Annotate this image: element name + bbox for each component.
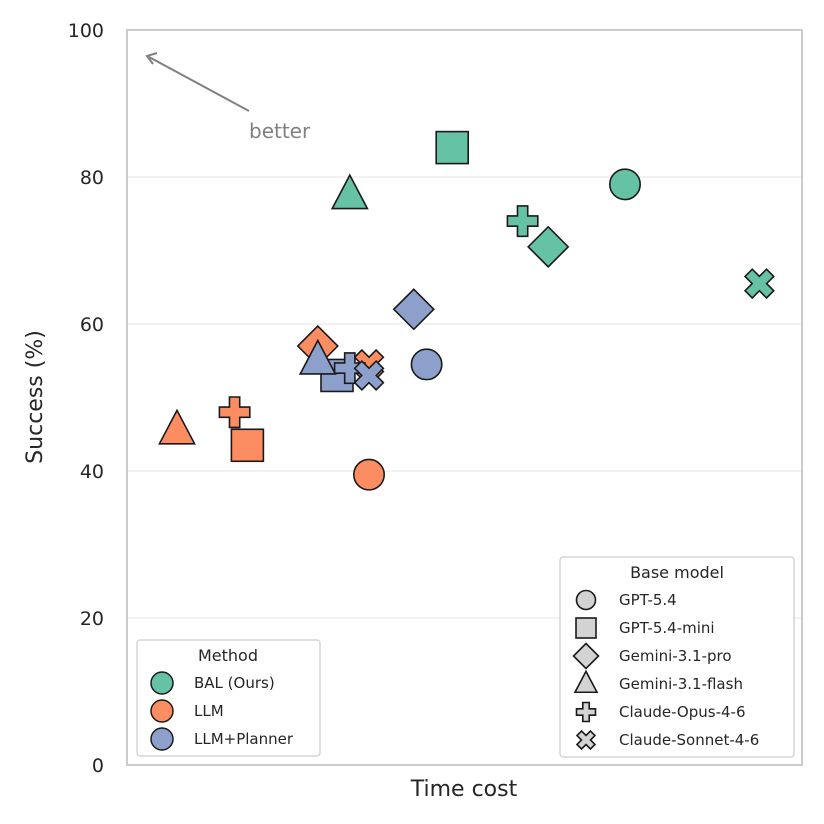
legend-method-title: Method xyxy=(198,646,258,665)
point-llm-planner-gpt-5-4 xyxy=(410,348,443,381)
plot-frame xyxy=(126,29,803,766)
legend-model-title: Base model xyxy=(630,563,724,582)
better-annotation: better xyxy=(145,52,311,143)
y-tick-label: 20 xyxy=(80,608,104,630)
y-tick-labels: 0 20 40 60 80 100 xyxy=(68,20,104,777)
point-llm-gpt-5-4 xyxy=(352,458,385,491)
point-bal-ours-gpt-5-4-mini xyxy=(435,130,470,165)
x-axis-label: Time cost xyxy=(410,777,518,802)
legend-model-label: Gemini-3.1-flash xyxy=(619,675,743,693)
point-llm-planner-claude-sonnet-4-6 xyxy=(353,359,385,391)
legend-method-label: LLM xyxy=(194,702,224,720)
y-axis-label: Success (%) xyxy=(23,330,48,464)
better-arrow xyxy=(148,56,250,112)
legend-swatch-icon xyxy=(150,699,174,723)
legend-method-box xyxy=(136,639,321,757)
plus-legend-icon xyxy=(575,701,597,723)
triangle-legend-icon xyxy=(573,669,599,694)
legend-model-box xyxy=(559,556,795,758)
point-bal-ours-claude-sonnet-4-6 xyxy=(743,268,775,300)
point-llm-planner-gemini-3-1-pro xyxy=(392,288,435,331)
legend-model-label: Claude-Opus-4-6 xyxy=(619,703,745,721)
legend-method-label: LLM+Planner xyxy=(194,730,294,748)
point-llm-planner-gemini-3-1-flash xyxy=(298,338,337,375)
point-llm-gpt-5-4-mini xyxy=(230,428,265,463)
square-legend-icon xyxy=(575,617,597,639)
legend-base-model: Base model GPT-5.4 GPT-5.4-mini Gemini-3.1… xyxy=(559,556,795,758)
point-llm-claude-opus-4-6 xyxy=(218,396,251,429)
y-tick-label: 0 xyxy=(92,755,104,777)
y-tick-label: 60 xyxy=(80,314,104,336)
circle-legend-icon xyxy=(575,589,597,611)
better-label: better xyxy=(249,119,311,143)
arrowhead-icon xyxy=(145,52,158,65)
point-bal-ours-claude-opus-4-6 xyxy=(506,205,539,238)
y-tick-label: 100 xyxy=(68,20,104,42)
point-bal-ours-gpt-5-4 xyxy=(608,168,641,201)
legend-method: Method BAL (Ours) LLM LLM+Planner xyxy=(136,639,321,757)
legend-model-label: Gemini-3.1-pro xyxy=(619,647,732,665)
x-legend-icon xyxy=(575,729,597,751)
legend-swatch-icon xyxy=(150,727,174,751)
diamond-legend-icon xyxy=(572,642,600,670)
data-points xyxy=(158,130,775,491)
legend-swatch-icon xyxy=(150,671,174,695)
legend-method-label: BAL (Ours) xyxy=(194,674,275,692)
point-bal-ours-gemini-3-1-pro xyxy=(527,225,570,268)
point-llm-gemini-3-1-flash xyxy=(158,408,196,445)
y-tick-label: 80 xyxy=(80,167,104,189)
legend-model-label: Claude-Sonnet-4-6 xyxy=(619,731,759,749)
y-tick-label: 40 xyxy=(80,461,104,483)
legend-model-label: GPT-5.4-mini xyxy=(619,619,715,637)
point-bal-ours-gemini-3-1-flash xyxy=(330,173,369,210)
legend-model-label: GPT-5.4 xyxy=(619,591,677,609)
